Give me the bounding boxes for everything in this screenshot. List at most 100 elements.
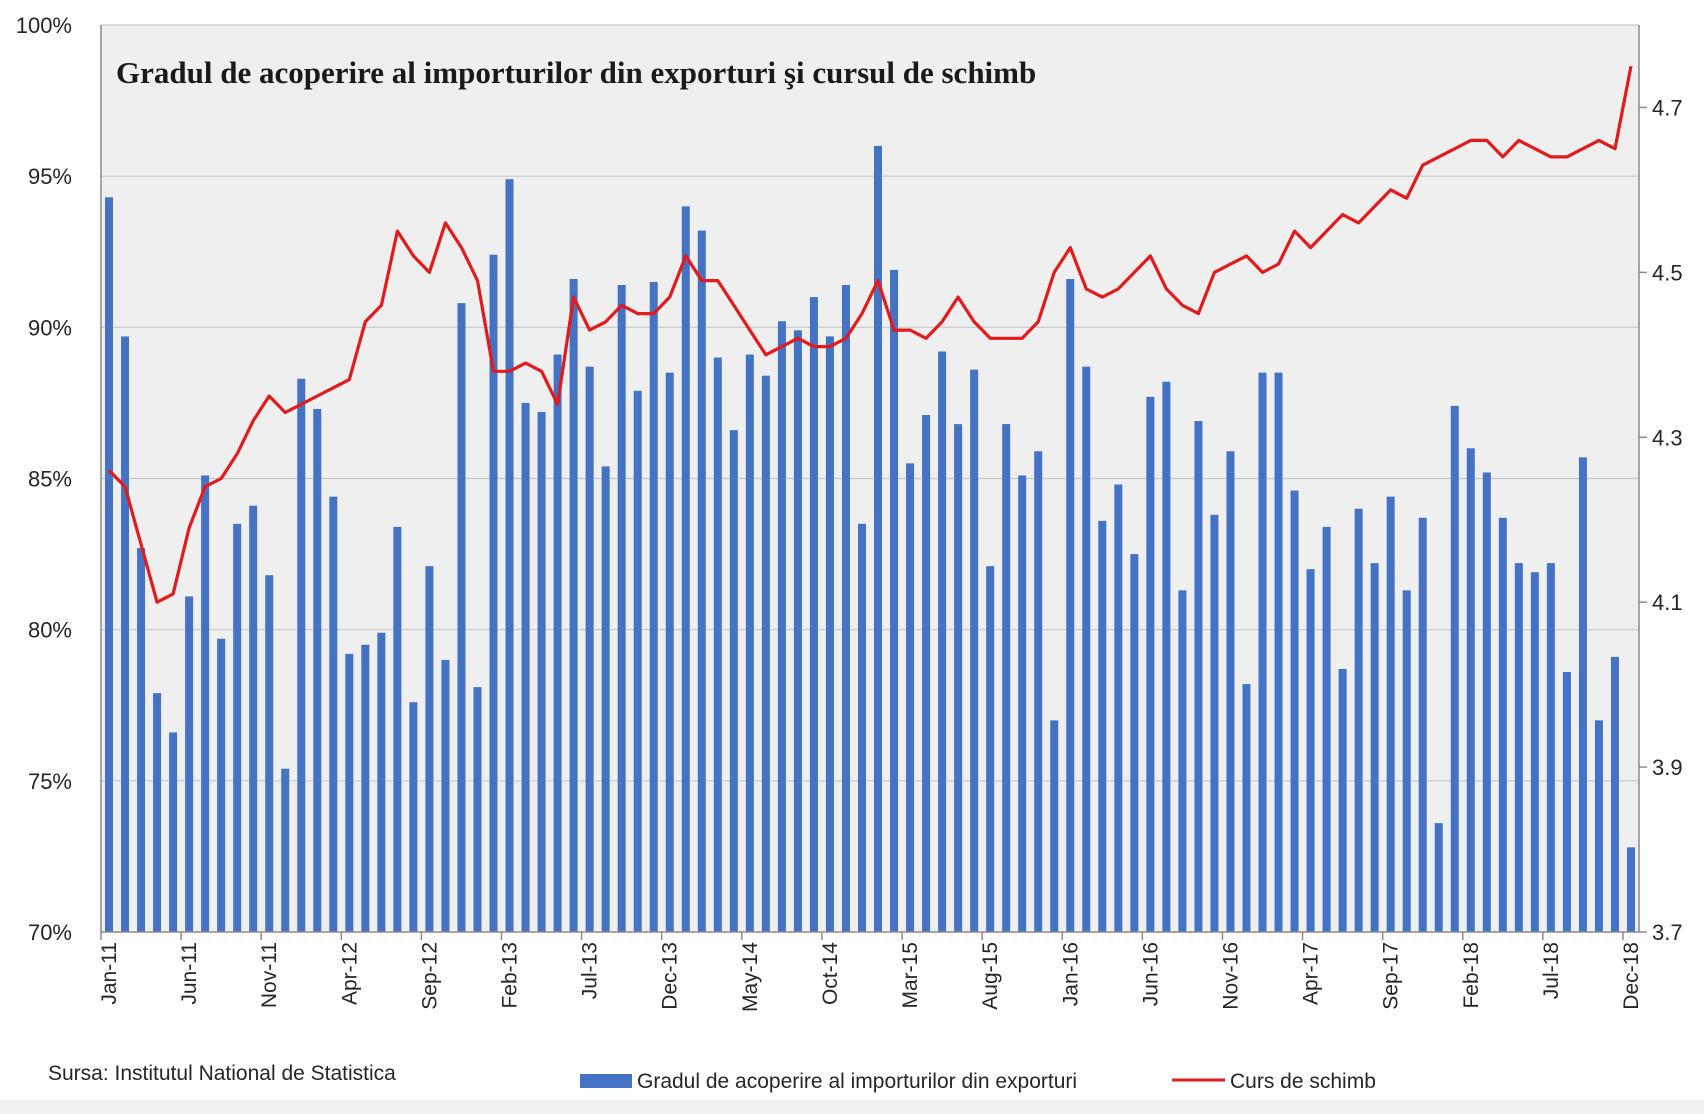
bar — [681, 206, 690, 932]
line-series — [107, 65, 1633, 604]
bar — [841, 285, 850, 932]
bar — [361, 644, 370, 932]
x-tick-label: Nov-16 — [1219, 942, 1242, 1010]
bar — [938, 351, 947, 932]
bar — [1146, 396, 1155, 932]
grid-lines — [101, 24, 1639, 782]
bar — [922, 415, 931, 932]
bar — [1466, 448, 1475, 932]
bar — [601, 466, 610, 932]
bar — [441, 659, 450, 932]
bar — [137, 548, 146, 932]
bar — [1290, 490, 1299, 932]
bar — [729, 430, 738, 932]
y-right-tick-label: 3.7 — [1652, 920, 1683, 945]
bar — [1610, 656, 1619, 932]
bar — [1130, 554, 1139, 932]
bar — [489, 254, 498, 933]
x-tick-label: May-14 — [739, 942, 762, 1012]
bar — [457, 303, 466, 932]
bar — [217, 638, 226, 932]
bar — [633, 390, 642, 932]
y-left-tick-label: 100% — [16, 13, 72, 38]
bar — [970, 369, 979, 932]
source-note: Sursa: Institutul National de Statistica — [48, 1062, 396, 1085]
bar — [1034, 451, 1043, 932]
bar — [1322, 526, 1331, 932]
bar — [1226, 451, 1235, 932]
bar — [1162, 381, 1171, 933]
bar — [1338, 668, 1347, 932]
bar — [1050, 720, 1059, 932]
bar — [1594, 720, 1603, 932]
bar — [105, 197, 114, 932]
exchange-rate-line — [107, 65, 1633, 604]
x-tick-label: Nov-11 — [258, 942, 281, 1008]
bar — [169, 732, 178, 932]
bar — [857, 523, 866, 932]
legend: Gradul de acoperire al importurilor din … — [580, 1070, 1376, 1093]
bar — [265, 575, 274, 932]
bar — [809, 297, 818, 933]
bar — [1242, 684, 1251, 932]
bar — [1482, 472, 1491, 932]
bar — [297, 378, 306, 933]
bar — [649, 281, 658, 932]
bar — [121, 336, 130, 932]
bar — [1370, 563, 1379, 932]
chart-title: Gradul de acoperire al importurilor din … — [116, 55, 1036, 90]
bar — [1210, 514, 1219, 932]
bar — [569, 278, 578, 933]
bar — [313, 408, 322, 932]
bar — [1258, 372, 1267, 932]
bar — [585, 366, 594, 932]
y-left-tick-label: 95% — [28, 164, 72, 189]
y-right-tick-label: 4.5 — [1652, 260, 1683, 285]
bar — [1178, 590, 1187, 932]
bar — [249, 505, 258, 932]
bar — [761, 375, 770, 932]
bar — [201, 475, 210, 932]
y-axis-left: 70% 75% 80% 85% 90% 95% 100% — [16, 13, 72, 945]
bar — [1546, 563, 1555, 932]
y-right-tick-label: 3.9 — [1652, 755, 1683, 780]
bar — [505, 179, 514, 932]
x-tick-label: Sep-17 — [1380, 942, 1403, 1010]
bar — [1354, 508, 1363, 932]
y-right-tick-label: 4.7 — [1652, 95, 1683, 120]
bar — [425, 566, 434, 932]
x-tick-label: Dec-18 — [1620, 942, 1643, 1010]
bar — [617, 285, 626, 932]
x-tick-label: Mar-15 — [899, 942, 922, 1009]
x-tick-label: Sep-12 — [418, 942, 441, 1010]
x-tick-label: Jan-11 — [98, 942, 121, 1005]
bar — [345, 653, 354, 932]
x-tick-label: Jun-11 — [178, 942, 201, 1005]
bar — [185, 596, 194, 932]
bar — [954, 424, 963, 932]
bar — [1082, 366, 1091, 932]
bar — [409, 702, 418, 932]
y-left-tick-label: 90% — [28, 315, 72, 340]
x-tick-label: Aug-15 — [979, 942, 1002, 1010]
bar — [1194, 421, 1203, 932]
y-left-tick-label: 75% — [28, 769, 72, 794]
bar — [1626, 847, 1635, 932]
bar — [1002, 424, 1011, 932]
bar — [329, 496, 338, 932]
bar — [1578, 457, 1587, 932]
x-tick-label: Dec-13 — [659, 942, 682, 1010]
bar — [1498, 517, 1507, 932]
bar — [1114, 484, 1123, 932]
bar — [473, 687, 482, 932]
bar — [1306, 569, 1315, 932]
legend-bar-label: Gradul de acoperire al importurilor din … — [637, 1070, 1077, 1093]
bar — [890, 269, 899, 932]
x-tick-label: Feb-18 — [1460, 942, 1483, 1009]
bar — [1402, 590, 1411, 932]
bar — [1450, 405, 1459, 932]
x-tick-label: Jan-16 — [1059, 942, 1082, 1006]
y-left-tick-label: 85% — [28, 467, 72, 492]
